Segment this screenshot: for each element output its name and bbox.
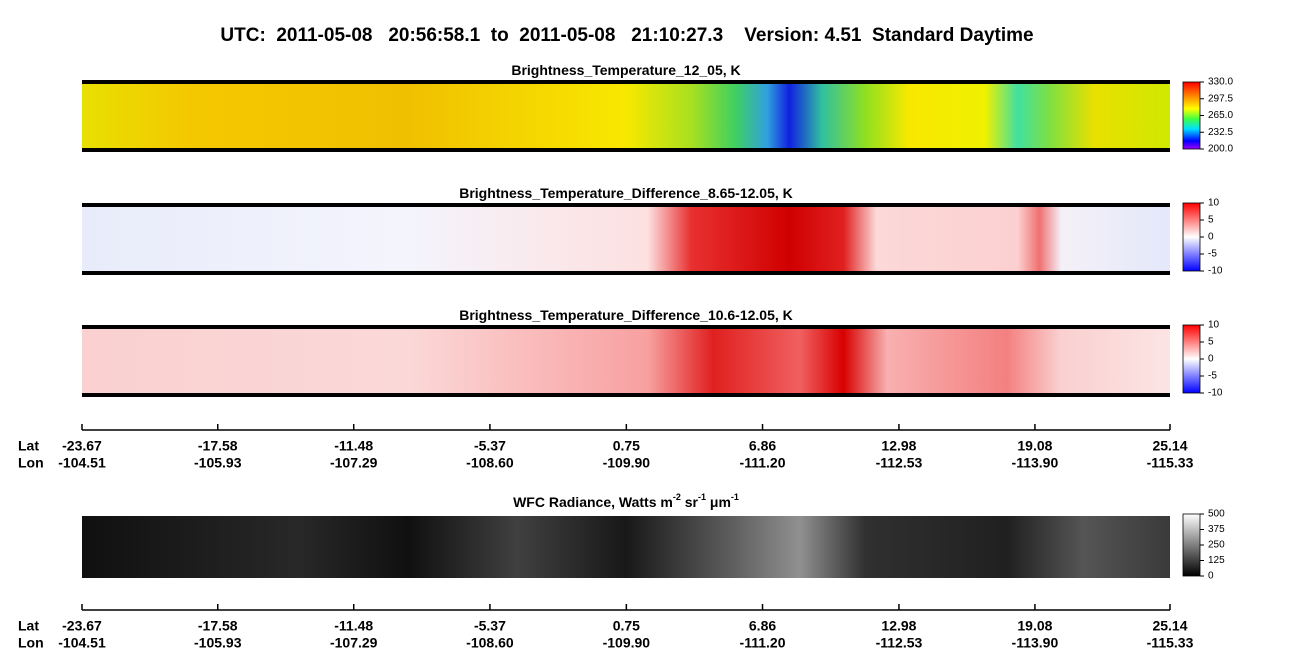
figure-title: UTC: 2011-05-08 20:56:58.1 to 2011-05-08… bbox=[220, 25, 1033, 46]
orbit-border bbox=[82, 80, 1170, 84]
axis-tick-label: -104.51 bbox=[58, 635, 106, 651]
colorbar-tick-label: 0 bbox=[1208, 571, 1214, 582]
colorbar-tick-label: -5 bbox=[1208, 371, 1217, 382]
panel-title: WFC Radiance, Watts m-2 sr-1 μm-1 bbox=[513, 492, 739, 509]
axis-tick-label: -105.93 bbox=[194, 455, 242, 471]
title-text: Brightness_Temperature_12_05, K bbox=[511, 62, 740, 78]
axis-tick-label: -17.58 bbox=[198, 438, 238, 454]
orbit-border bbox=[82, 271, 1170, 275]
title-superscript: -1 bbox=[731, 492, 739, 502]
colorbar-tick-label: 10 bbox=[1208, 320, 1220, 331]
axis-tick-label: -5.37 bbox=[474, 618, 506, 634]
axis-tick-label: -111.20 bbox=[740, 635, 786, 651]
axis-tick-label: 25.14 bbox=[1152, 618, 1187, 634]
title-text: sr bbox=[681, 494, 699, 510]
orbit-border bbox=[82, 148, 1170, 152]
axis-tick-label: -112.53 bbox=[876, 635, 923, 651]
axis-tick-label: -109.90 bbox=[603, 635, 651, 651]
title-text: Brightness_Temperature_Difference_8.65-1… bbox=[459, 185, 793, 201]
title-text: μm bbox=[706, 494, 731, 510]
title-text: WFC Radiance, Watts m bbox=[513, 494, 673, 510]
colorbar-tick-label: 5 bbox=[1208, 215, 1214, 226]
colorbar-tick-label: 0 bbox=[1208, 232, 1214, 243]
axis-tick-label: -11.48 bbox=[334, 438, 373, 454]
title-superscript: -2 bbox=[673, 492, 681, 502]
title-text: Brightness_Temperature_Difference_10.6-1… bbox=[459, 307, 793, 323]
axis-tick-label: 6.86 bbox=[749, 438, 776, 454]
colorbar-tick-label: 500 bbox=[1208, 509, 1225, 520]
axis-tick-label: -105.93 bbox=[194, 635, 242, 651]
axis-tick-label: -109.90 bbox=[603, 455, 651, 471]
colorbar bbox=[1182, 81, 1201, 150]
orbit-border bbox=[82, 203, 1170, 207]
colorbar-tick-label: 250 bbox=[1208, 540, 1225, 551]
axis-tick-label: -23.67 bbox=[62, 618, 102, 634]
colorbar-tick-label: 375 bbox=[1208, 524, 1225, 535]
orbit-border bbox=[82, 393, 1170, 397]
axis-tick-label: -107.29 bbox=[330, 455, 378, 471]
axis-tick-label: 0.75 bbox=[613, 618, 640, 634]
image-strip bbox=[82, 82, 1170, 150]
image-strip bbox=[82, 205, 1170, 273]
colorbar-tick-label: -10 bbox=[1208, 388, 1223, 399]
axis-tick-label: 25.14 bbox=[1152, 438, 1187, 454]
axis-tick-label: 19.08 bbox=[1017, 618, 1052, 634]
axis-tick-label: -11.48 bbox=[334, 618, 373, 634]
image-strip bbox=[82, 516, 1170, 578]
axis-tick-label: 6.86 bbox=[749, 618, 776, 634]
colorbar-tick-label: -5 bbox=[1208, 249, 1217, 260]
colorbar-tick-label: 5 bbox=[1208, 337, 1214, 348]
axis-tick-label: -115.33 bbox=[1147, 635, 1194, 651]
colorbar bbox=[1182, 324, 1201, 394]
colorbar-tick-label: 0 bbox=[1208, 354, 1214, 365]
axis-tick-label: -108.60 bbox=[466, 455, 514, 471]
image-strip bbox=[82, 327, 1170, 395]
axis-tick-label: 12.98 bbox=[881, 438, 916, 454]
axis-tick-label: -17.58 bbox=[198, 618, 238, 634]
colorbar bbox=[1182, 202, 1201, 272]
axis-row-label: Lon bbox=[18, 635, 44, 651]
axis-row-label: Lat bbox=[18, 618, 39, 634]
panel-title: Brightness_Temperature_12_05, K bbox=[511, 62, 740, 78]
axis-tick-label: -112.53 bbox=[876, 455, 923, 471]
colorbar-tick-label: 297.5 bbox=[1208, 93, 1233, 104]
colorbar bbox=[1182, 513, 1201, 577]
colorbar-tick-label: 200.0 bbox=[1208, 144, 1233, 155]
colorbar-tick-label: 10 bbox=[1208, 198, 1220, 209]
axis-row-label: Lat bbox=[18, 438, 39, 454]
panel-title: Brightness_Temperature_Difference_10.6-1… bbox=[459, 307, 793, 323]
axis-tick-label: -108.60 bbox=[466, 635, 514, 651]
axis-tick-label: -104.51 bbox=[58, 455, 106, 471]
axis-tick-label: -111.20 bbox=[740, 455, 786, 471]
axis-tick-label: -23.67 bbox=[62, 438, 102, 454]
axis-tick-label: -113.90 bbox=[1012, 455, 1059, 471]
colorbar-tick-label: -10 bbox=[1208, 266, 1223, 277]
axis-tick-label: -115.33 bbox=[1147, 455, 1194, 471]
panel-title: Brightness_Temperature_Difference_8.65-1… bbox=[459, 185, 793, 201]
colorbar-tick-label: 265.0 bbox=[1208, 110, 1233, 121]
axis-tick-label: 12.98 bbox=[881, 618, 916, 634]
orbit-border bbox=[82, 325, 1170, 329]
title-superscript: -1 bbox=[698, 492, 706, 502]
axis-row-label: Lon bbox=[18, 455, 44, 471]
axis-tick-label: -113.90 bbox=[1012, 635, 1059, 651]
colorbar-tick-label: 232.5 bbox=[1208, 127, 1233, 138]
colorbar-tick-label: 330.0 bbox=[1208, 77, 1233, 88]
axis-tick-label: -107.29 bbox=[330, 635, 378, 651]
colorbar-tick-label: 125 bbox=[1208, 555, 1225, 566]
axis-tick-label: 0.75 bbox=[613, 438, 640, 454]
axis-tick-label: 19.08 bbox=[1017, 438, 1052, 454]
axis-tick-label: -5.37 bbox=[474, 438, 506, 454]
